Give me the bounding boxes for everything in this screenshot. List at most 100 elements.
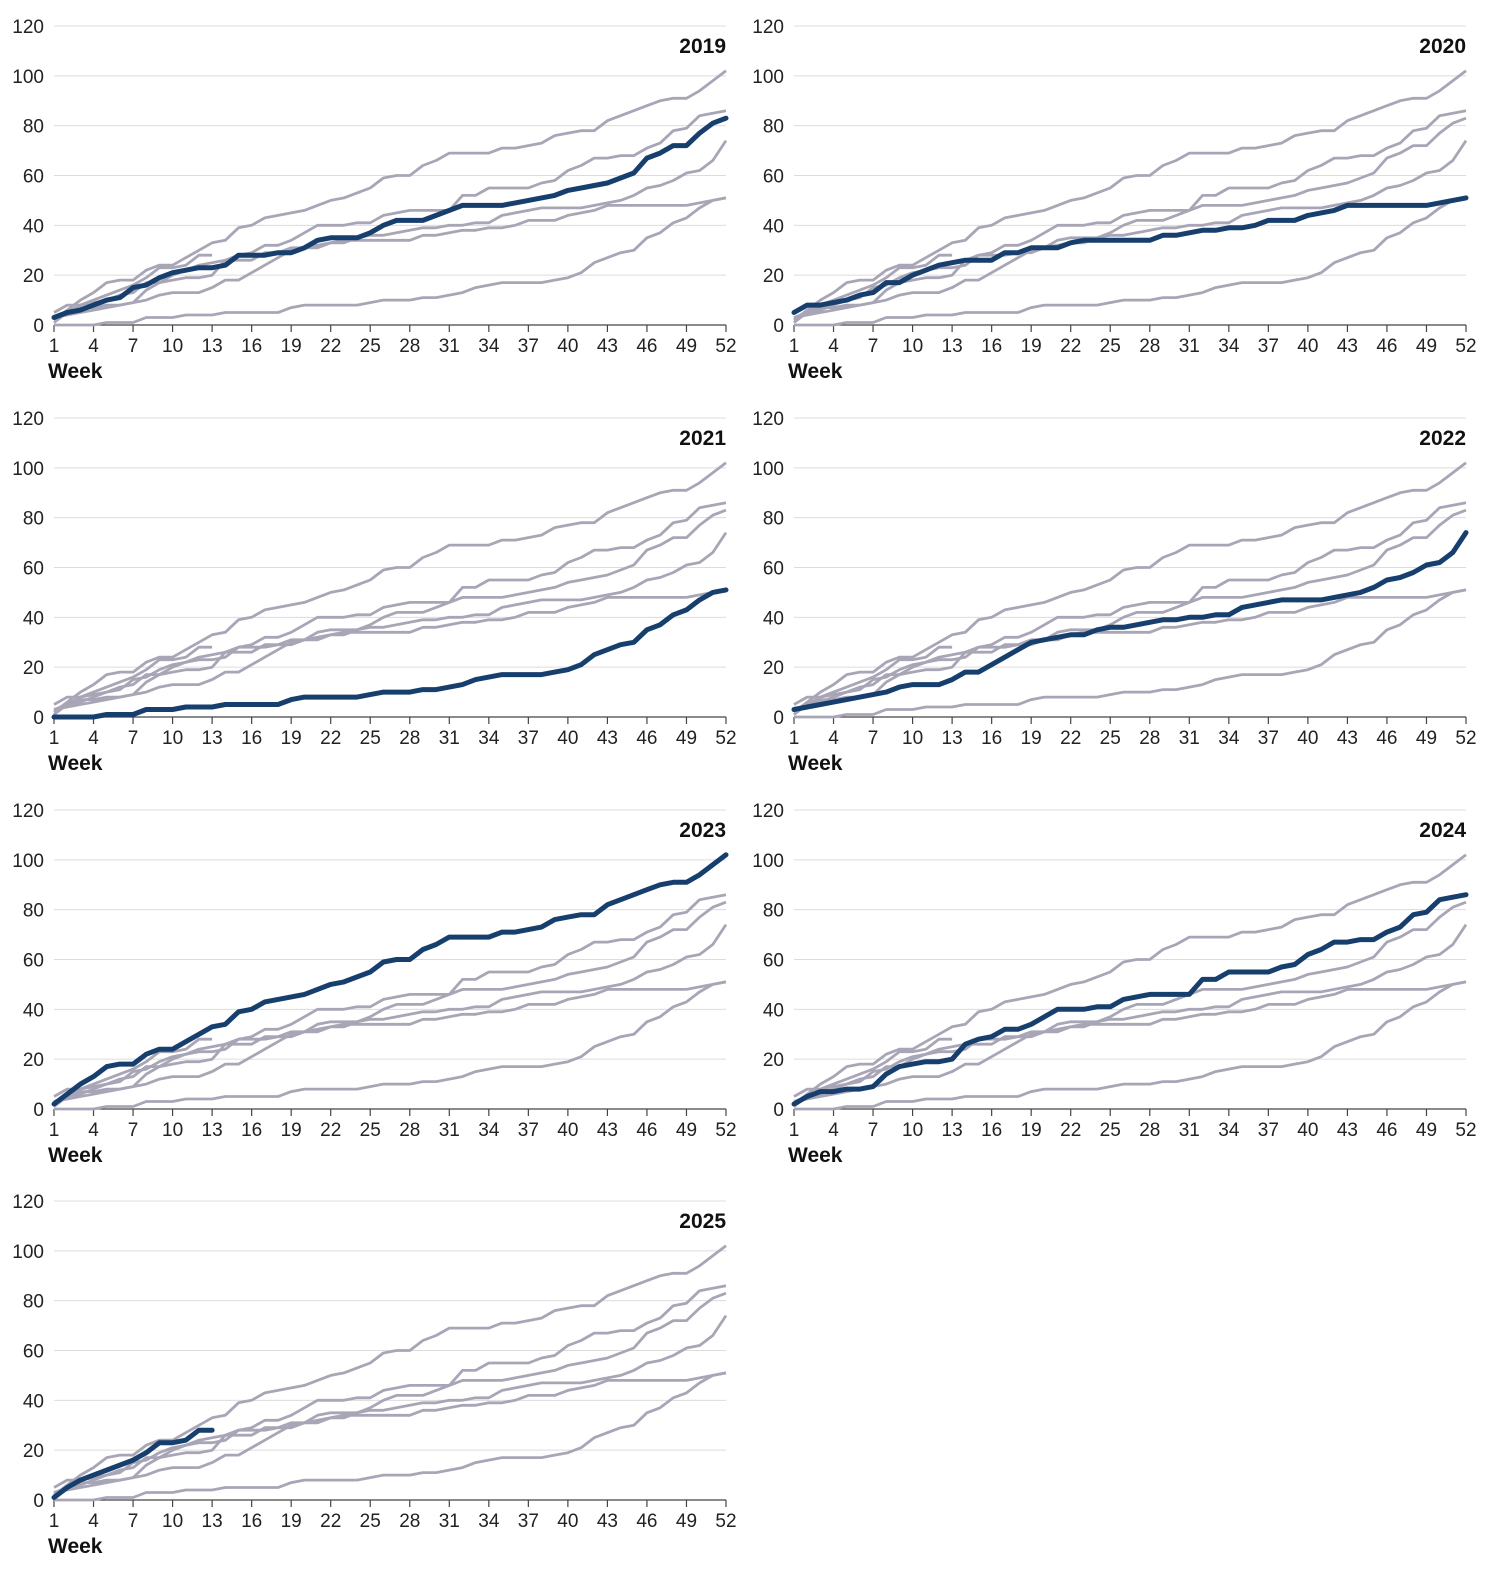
x-tick-label: 19 (1021, 728, 1042, 749)
x-tick-label: 43 (597, 728, 618, 749)
x-tick-label: 7 (128, 1511, 139, 1532)
y-tick-label: 100 (12, 67, 44, 88)
x-tick-label: 22 (320, 1120, 341, 1141)
x-tick-label: 1 (789, 336, 800, 357)
x-tick-label: 43 (597, 336, 618, 357)
series-line-2021 (794, 196, 1467, 327)
x-tick-label: 28 (1139, 336, 1160, 357)
x-tick-label: 25 (360, 336, 381, 357)
chart-svg-2020: 0 20 40 60 80 100 120 1 4 7 10 13 16 19 22 25 28 31 34 37 40… (752, 17, 1476, 383)
x-tick-label: 16 (241, 1511, 262, 1532)
x-tick-label: 49 (676, 1120, 697, 1141)
panel-title: 2020 (1419, 35, 1466, 58)
x-axis-title: Week (48, 752, 103, 775)
x-tick-label: 1 (789, 1120, 800, 1141)
x-tick-label: 7 (868, 1120, 879, 1141)
x-tick-label: 13 (942, 728, 963, 749)
x-tick-label: 1 (49, 1120, 60, 1141)
x-tick-label: 37 (518, 1120, 539, 1141)
panel-title: 2022 (1419, 427, 1466, 450)
series-line-2023 (53, 1244, 727, 1497)
y-tick-label: 60 (763, 951, 784, 972)
x-tick-label: 19 (1021, 1120, 1042, 1141)
y-tick-label: 40 (23, 1000, 44, 1021)
y-tick-label: 80 (23, 901, 44, 922)
x-tick-label: 16 (241, 728, 262, 749)
x-tick-label: 37 (1258, 1120, 1279, 1141)
x-tick-label: 46 (636, 1511, 657, 1532)
x-tick-label: 34 (478, 1120, 500, 1141)
series-line-2024 (53, 1284, 727, 1497)
x-tick-label: 37 (518, 336, 539, 357)
x-tick-label: 7 (128, 336, 139, 357)
x-tick-label: 37 (1258, 336, 1279, 357)
series-line-2022 (793, 923, 1468, 1103)
x-tick-label: 4 (88, 728, 99, 749)
y-tick-label: 120 (752, 409, 784, 430)
chart-svg-2022: 0 20 40 60 80 100 120 1 4 7 10 13 16 19 22 25 28 31 34 37 40… (752, 409, 1476, 775)
x-tick-label: 28 (399, 336, 420, 357)
chart-panel-2019: 0 20 40 60 80 100 120 1 4 7 10 13 16 19 22 25 28 31 34 37 40… (0, 0, 740, 397)
x-tick-label: 19 (1021, 336, 1042, 357)
x-tick-label: 31 (1179, 336, 1200, 357)
y-tick-label: 40 (763, 216, 784, 237)
x-tick-label: 4 (828, 336, 839, 357)
series-line-2023 (793, 69, 1467, 322)
y-tick-label: 120 (12, 17, 44, 38)
x-tick-label: 7 (128, 1120, 139, 1141)
x-tick-label: 49 (1416, 728, 1437, 749)
series-line-2020 (53, 588, 727, 706)
y-tick-label: 20 (763, 266, 784, 287)
series-line-2025 (53, 1037, 213, 1108)
x-tick-label: 40 (557, 1120, 578, 1141)
series-line-2019 (793, 508, 1467, 711)
x-tick-label: 10 (902, 1120, 923, 1141)
chart-svg-2025: 0 20 40 60 80 100 120 1 4 7 10 13 16 19 22 25 28 31 34 37 40… (12, 1192, 736, 1558)
x-tick-label: 49 (676, 728, 697, 749)
x-tick-label: 34 (478, 728, 500, 749)
y-tick-label: 100 (752, 67, 784, 88)
y-tick-label: 0 (33, 708, 44, 729)
x-tick-label: 4 (828, 728, 839, 749)
highlight-series-line-2023 (51, 852, 729, 1107)
x-tick-label: 34 (478, 336, 500, 357)
x-tick-label: 4 (88, 1120, 99, 1141)
series-line-2023 (53, 461, 727, 714)
series-line-2021 (794, 980, 1467, 1111)
chart-svg-2024: 0 20 40 60 80 100 120 1 4 7 10 13 16 19 22 25 28 31 34 37 40… (752, 801, 1476, 1167)
x-tick-label: 34 (1218, 728, 1240, 749)
series-line-2019 (793, 900, 1467, 1103)
series-line-2022 (53, 923, 728, 1103)
x-tick-label: 1 (49, 1511, 60, 1532)
x-tick-label: 43 (1337, 728, 1358, 749)
x-tick-label: 19 (281, 336, 302, 357)
x-tick-label: 16 (241, 1120, 262, 1141)
y-tick-label: 20 (23, 266, 44, 287)
y-tick-label: 20 (763, 658, 784, 679)
x-tick-label: 22 (1060, 1120, 1081, 1141)
y-tick-label: 0 (33, 316, 44, 337)
series-line-2020 (53, 196, 727, 314)
x-tick-label: 31 (439, 728, 460, 749)
x-axis-title: Week (788, 360, 843, 383)
y-tick-label: 0 (773, 316, 784, 337)
panel-title: 2024 (1419, 819, 1466, 842)
x-tick-label: 31 (1179, 728, 1200, 749)
series-line-2019 (53, 1291, 727, 1494)
x-tick-label: 31 (439, 1120, 460, 1141)
x-tick-label: 28 (399, 1511, 420, 1532)
x-axis-title: Week (48, 1144, 103, 1167)
chart-svg-2019: 0 20 40 60 80 100 120 1 4 7 10 13 16 19 22 25 28 31 34 37 40… (12, 17, 736, 383)
x-tick-label: 1 (789, 728, 800, 749)
x-tick-label: 43 (1337, 1120, 1358, 1141)
y-tick-label: 80 (763, 901, 784, 922)
x-tick-label: 16 (981, 336, 1002, 357)
x-tick-label: 19 (281, 1120, 302, 1141)
y-tick-label: 80 (23, 117, 44, 138)
x-tick-label: 16 (981, 1120, 1002, 1141)
x-tick-label: 22 (320, 728, 341, 749)
x-tick-label: 4 (88, 336, 99, 357)
x-tick-label: 4 (88, 1511, 99, 1532)
x-tick-label: 13 (202, 1120, 223, 1141)
y-tick-label: 0 (773, 1100, 784, 1121)
